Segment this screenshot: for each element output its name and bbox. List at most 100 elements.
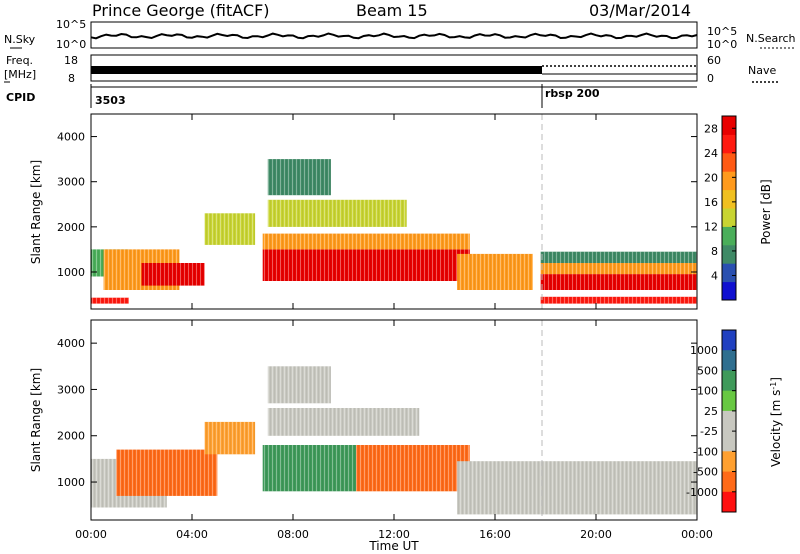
nsky-trace xyxy=(90,32,698,40)
heatmap-texture xyxy=(267,408,420,436)
power-ylabel: Slant Range [km] xyxy=(29,160,43,264)
nsky-tick-bottom: 10^0 xyxy=(56,38,86,51)
freq-trace xyxy=(91,66,542,74)
colorbar-tick-label: 28 xyxy=(704,122,718,135)
nave-tick-bottom: 0 xyxy=(707,72,714,85)
y-tick-label: 3000 xyxy=(57,383,85,396)
heatmap-texture xyxy=(267,159,331,196)
heatmap-texture xyxy=(267,199,407,227)
freq-tick-top: 18 xyxy=(64,54,78,67)
colorbar-tick-label: 100 xyxy=(697,385,718,398)
colorbar-frame xyxy=(721,115,737,301)
heatmap-texture xyxy=(204,213,256,245)
x-tick-label: 16:00 xyxy=(479,528,511,541)
power-heatmap xyxy=(91,159,697,304)
freq-label-2: [MHz] xyxy=(4,68,36,81)
heatmap-texture xyxy=(540,274,697,290)
heatmap-texture xyxy=(457,461,697,515)
colorbar-tick-label: -25 xyxy=(700,425,718,438)
colorbar-tick-label: 1000 xyxy=(690,344,718,357)
freq-tick-bottom: 8 xyxy=(68,72,75,85)
freq-panel: Freq. [MHz] 18 8 60 0 Nave xyxy=(4,54,778,85)
colorbar-frame xyxy=(721,329,737,513)
colorbar-tick-label: 4 xyxy=(711,269,718,282)
heatmap-texture xyxy=(141,263,205,286)
colorbar-tick-label: 20 xyxy=(704,171,718,184)
colorbar-segment xyxy=(722,491,736,513)
colorbar-tick-label: 500 xyxy=(697,364,718,377)
x-tick-label: 12:00 xyxy=(378,528,410,541)
time-axis: 00:00 04:00 08:00 12:00 16:00 20:00 00:00 xyxy=(75,114,713,541)
nave-label: Nave xyxy=(748,64,776,77)
colorbar-segment xyxy=(722,410,736,432)
colorbar-segment xyxy=(722,390,736,412)
colorbar-tick-label: -500 xyxy=(693,466,718,479)
colorbar-tick-label: 16 xyxy=(704,196,718,209)
colorbar-segment xyxy=(722,330,736,351)
power-y-axis: 1000 2000 3000 4000 xyxy=(57,131,697,279)
date-title: 03/Mar/2014 xyxy=(589,1,691,20)
colorbar-segment xyxy=(722,226,736,246)
colorbar-segment xyxy=(722,152,736,172)
colorbar-segment xyxy=(722,208,736,227)
y-tick-label: 2000 xyxy=(57,430,85,443)
nsky-panel: N.Sky 10^5 10^0 10^5 10^0 N.Search xyxy=(4,18,796,51)
velocity-colorbar-label-text: Velocity [m s xyxy=(769,390,783,467)
colorbar-segment xyxy=(722,451,736,472)
colorbar-segment xyxy=(722,171,736,191)
x-tick-label: 20:00 xyxy=(580,528,612,541)
cpid-panel: CPID 3503 rbsp 200 xyxy=(6,84,697,108)
x-axis-label: Time UT xyxy=(368,539,419,553)
colorbar-segment xyxy=(722,471,736,493)
power-colorbar-label: Power [dB] xyxy=(759,179,773,244)
velocity-panel: 1000 2000 3000 4000 Slant Range [km] 1000 50… xyxy=(29,319,784,521)
colorbar-segment xyxy=(722,370,736,392)
heatmap-texture xyxy=(262,445,357,492)
nsearch-label: N.Search xyxy=(746,32,796,45)
colorbar-tick-label: 25 xyxy=(704,405,718,418)
heatmap-texture xyxy=(457,253,533,290)
y-tick-label: 3000 xyxy=(57,176,85,189)
colorbar-segment xyxy=(722,263,736,283)
heatmap-texture xyxy=(116,449,218,496)
heatmap-texture xyxy=(267,366,331,404)
heatmap-texture xyxy=(262,233,470,250)
cpid-value-2: rbsp 200 xyxy=(545,87,600,100)
freq-label-1: Freq. xyxy=(6,54,33,67)
nsearch-tick-top: 10^5 xyxy=(707,25,737,38)
velocity-colorbar-label: Velocity [m s-1] xyxy=(769,377,784,467)
velocity-colorbar: 1000 500 100 25 -25 -100 -500 -1000 xyxy=(686,329,737,513)
colorbar-segment xyxy=(722,431,736,452)
velocity-colorbar-label-exp: -1 xyxy=(769,382,778,390)
power-panel: 1000 2000 3000 4000 Slant Range [km] 4 8 12 16… xyxy=(29,113,773,310)
x-tick-label: 00:00 xyxy=(75,528,107,541)
y-tick-label: 4000 xyxy=(57,337,85,350)
nsky-tick-top: 10^5 xyxy=(56,18,86,31)
heatmap-texture xyxy=(262,249,470,281)
y-tick-label: 2000 xyxy=(57,221,85,234)
velocity-ylabel: Slant Range [km] xyxy=(29,368,43,472)
nsky-label: N.Sky xyxy=(4,33,36,46)
nave-tick-top: 60 xyxy=(707,54,721,67)
heatmap-texture xyxy=(540,251,697,263)
colorbar-tick-label: 24 xyxy=(704,147,718,160)
colorbar-segment xyxy=(722,116,736,135)
colorbar-segment xyxy=(722,134,736,154)
colorbar-tick-label: 8 xyxy=(711,245,718,258)
station-title: Prince George (fitACF) xyxy=(92,1,270,20)
x-tick-label: 04:00 xyxy=(176,528,208,541)
cpid-label: CPID xyxy=(6,91,35,104)
colorbar-tick-label: -100 xyxy=(693,445,718,458)
heatmap-texture xyxy=(540,263,697,275)
colorbar-segment xyxy=(722,350,736,371)
velocity-heatmap xyxy=(91,366,697,515)
nsearch-tick-bottom: 10^0 xyxy=(707,38,737,51)
beam-title: Beam 15 xyxy=(356,1,428,20)
y-tick-label: 1000 xyxy=(57,476,85,489)
x-tick-label: 00:00 xyxy=(681,528,713,541)
heatmap-texture xyxy=(540,296,697,304)
colorbar-segment xyxy=(722,244,736,264)
heatmap-texture xyxy=(91,297,129,304)
colorbar-tick-label: -1000 xyxy=(686,486,718,499)
